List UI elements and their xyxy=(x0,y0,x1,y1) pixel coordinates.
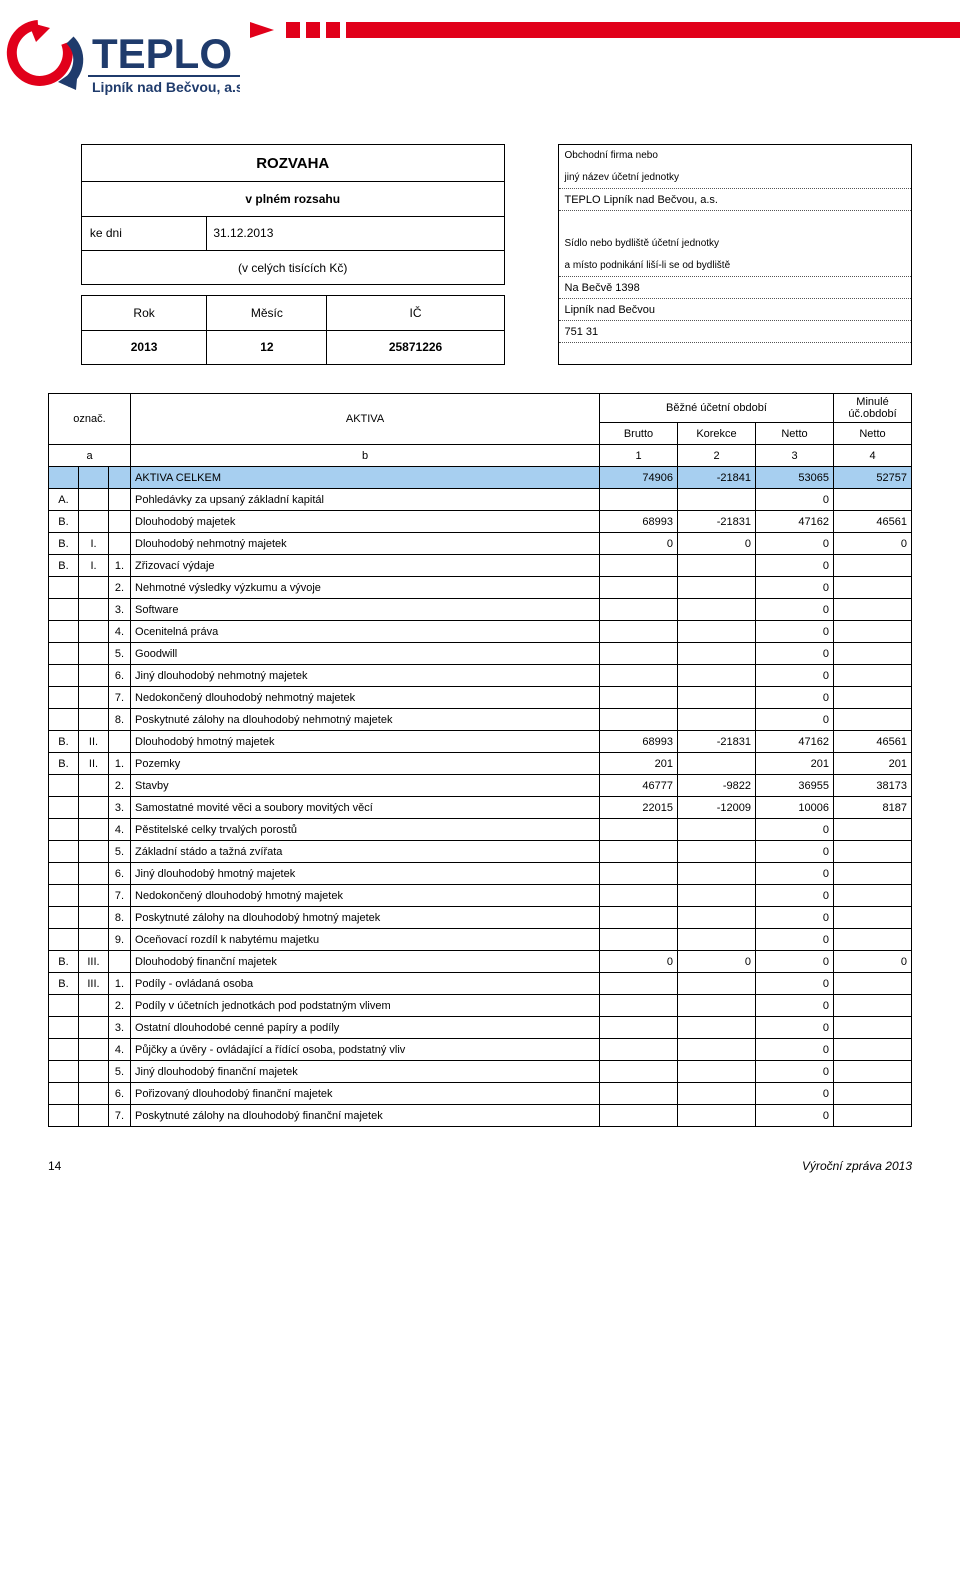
header-stripe xyxy=(250,20,960,40)
table-row: B.II.Dlouhodobý hmotný majetek68993-2183… xyxy=(49,731,912,753)
page-footer: 14 Výroční zpráva 2013 xyxy=(48,1159,912,1173)
table-row: 3.Samostatné movité věci a soubory movit… xyxy=(49,797,912,819)
mesic-value: 12 xyxy=(207,330,327,364)
col-4: 4 xyxy=(834,445,912,467)
table-row: 2.Nehmotné výsledky výzkumu a vývoje0 xyxy=(49,577,912,599)
info-cap2: jiný název účetní jednotky xyxy=(558,167,912,189)
table-row: 9.Oceňovací rozdíl k nabytému majetku0 xyxy=(49,929,912,951)
col-2: 2 xyxy=(678,445,756,467)
document-header-tables: ROZVAHA v plném rozsahu ke dni 31.12.201… xyxy=(48,144,912,365)
table-row: 4.Ocenitelná práva0 xyxy=(49,621,912,643)
svg-text:Lipník nad Bečvou, a.s.: Lipník nad Bečvou, a.s. xyxy=(92,79,240,95)
table-row: 2.Podíly v účetních jednotkách pod podst… xyxy=(49,995,912,1017)
table-row: 8.Poskytnuté zálohy na dlouhodobý hmotný… xyxy=(49,907,912,929)
col-brutto: Brutto xyxy=(600,423,678,445)
table-row: B.Dlouhodobý majetek68993-21831471624656… xyxy=(49,511,912,533)
col-netto: Netto xyxy=(756,423,834,445)
rozvaha-info-table: ROZVAHA v plném rozsahu ke dni 31.12.201… xyxy=(48,144,538,365)
info-addr1: Na Bečvě 1398 xyxy=(558,277,912,299)
table-row: 8.Poskytnuté zálohy na dlouhodobý nehmot… xyxy=(49,709,912,731)
table-row: 5.Jiný dlouhodobý finanční majetek0 xyxy=(49,1061,912,1083)
ic-label: IČ xyxy=(327,296,504,330)
col-aktiva: AKTIVA xyxy=(131,394,600,445)
doc-subtitle: v plném rozsahu xyxy=(81,182,504,216)
col-3: 3 xyxy=(756,445,834,467)
info-cap3: Sídlo nebo bydliště účetní jednotky xyxy=(558,233,912,255)
col-oznac: označ. xyxy=(49,394,131,445)
units: (v celých tisících Kč) xyxy=(81,251,504,285)
company-logo: TEPLO Lipník nad Bečvou, a.s. xyxy=(0,10,240,123)
col-minule: Minulé úč.období xyxy=(834,394,912,423)
col-a: a xyxy=(49,445,131,467)
table-row: 7.Poskytnuté zálohy na dlouhodobý finanč… xyxy=(49,1105,912,1127)
col-b: b xyxy=(131,445,600,467)
table-row: 3.Ostatní dlouhodobé cenné papíry a podí… xyxy=(49,1017,912,1039)
table-row: 6.Jiný dlouhodobý nehmotný majetek0 xyxy=(49,665,912,687)
info-name: TEPLO Lipník nad Bečvou, a.s. xyxy=(558,189,912,211)
table-row: 4.Pěstitelské celky trvalých porostů0 xyxy=(49,819,912,841)
info-cap4: a místo podnikání liší-li se od bydliště xyxy=(558,255,912,277)
table-row: B.II.1.Pozemky201201201 xyxy=(49,753,912,775)
company-info-table: Obchodní firma nebo jiný název účetní je… xyxy=(558,144,913,365)
table-row: B.III.1.Podíly - ovládaná osoba0 xyxy=(49,973,912,995)
table-row: B.I.Dlouhodobý nehmotný majetek0000 xyxy=(49,533,912,555)
table-row: 2.Stavby46777-98223695538173 xyxy=(49,775,912,797)
table-row: B.III.Dlouhodobý finanční majetek0000 xyxy=(49,951,912,973)
table-row: 6.Jiný dlouhodobý hmotný majetek0 xyxy=(49,863,912,885)
ke-dni-label: ke dni xyxy=(90,226,122,240)
footer-right: Výroční zpráva 2013 xyxy=(802,1159,912,1173)
table-row: 5.Goodwill0 xyxy=(49,643,912,665)
svg-text:TEPLO: TEPLO xyxy=(92,30,232,77)
col-1: 1 xyxy=(600,445,678,467)
table-row: A.Pohledávky za upsaný základní kapitál0 xyxy=(49,489,912,511)
col-bezne: Běžné účetní období xyxy=(600,394,834,423)
info-addr2: Lipník nad Bečvou xyxy=(558,299,912,321)
doc-title: ROZVAHA xyxy=(81,145,504,182)
rok-value: 2013 xyxy=(81,330,207,364)
ic-value: 25871226 xyxy=(327,330,504,364)
table-row: AKTIVA CELKEM74906-218415306552757 xyxy=(49,467,912,489)
info-addr3: 751 31 xyxy=(558,321,912,343)
ke-dni-value: 31.12.2013 xyxy=(207,216,504,250)
table-row: B.I.1.Zřizovací výdaje0 xyxy=(49,555,912,577)
mesic-label: Měsíc xyxy=(207,296,327,330)
table-row: 6.Pořizovaný dlouhodobý finanční majetek… xyxy=(49,1083,912,1105)
table-row: 3.Software0 xyxy=(49,599,912,621)
table-row: 7.Nedokončený dlouhodobý hmotný majetek0 xyxy=(49,885,912,907)
col-netto2: Netto xyxy=(834,423,912,445)
balance-sheet-table: označ. AKTIVA Běžné účetní období Minulé… xyxy=(48,393,912,1127)
rok-label: Rok xyxy=(81,296,207,330)
page-number: 14 xyxy=(48,1159,61,1173)
table-row: 7.Nedokončený dlouhodobý nehmotný majete… xyxy=(49,687,912,709)
info-cap1: Obchodní firma nebo xyxy=(558,145,912,167)
col-korekce: Korekce xyxy=(678,423,756,445)
table-row: 4.Půjčky a úvěry - ovládající a řídící o… xyxy=(49,1039,912,1061)
table-row: 5.Základní stádo a tažná zvířata0 xyxy=(49,841,912,863)
